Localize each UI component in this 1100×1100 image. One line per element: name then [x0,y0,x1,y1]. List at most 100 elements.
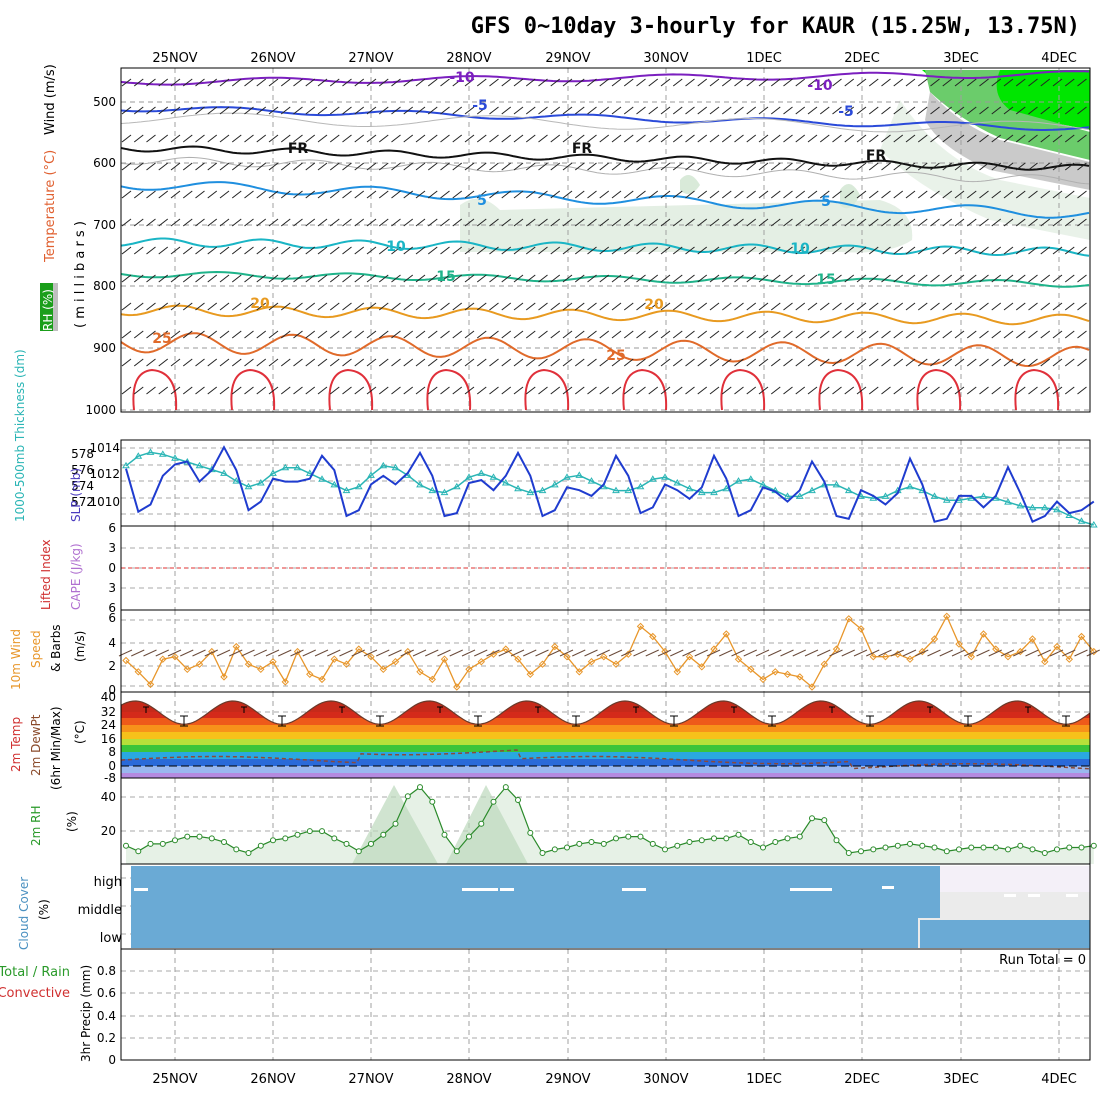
wind-barb [991,134,1002,143]
wind-barb [317,106,328,115]
wind-barb [1040,274,1051,283]
wind-barb [844,190,855,199]
wind-barb [268,218,279,227]
wind-barb [342,358,352,367]
wind10-barb [670,649,684,657]
wind-barb [219,274,230,283]
wind10-barb [363,649,378,657]
wind-barb [231,302,242,311]
thickness-point [122,461,130,469]
wind-barb [587,330,597,339]
wind-barb [501,274,512,283]
wind-speed-point [734,655,743,663]
y-tick-label: 0 [108,561,116,575]
wind10-barb [1074,649,1088,657]
wind10-barb [1086,649,1100,657]
wind-barb [832,274,842,283]
wind-barb [807,386,818,395]
wind-barb [366,134,377,143]
contour-label: 5 [477,193,487,209]
wind-barb [599,190,610,199]
wind10-barb [1000,649,1015,657]
wind-barb [942,190,953,199]
wind-barb [329,358,340,367]
wind-speed-point [318,675,326,684]
wind-barb [844,386,855,395]
wind-speed-point [281,678,290,686]
wind-barb [966,78,977,87]
wind10-barb [731,649,745,657]
thickness-point [685,484,694,492]
wind10-barb [461,649,476,657]
wind-barb [734,162,744,171]
wind-speed-point [551,642,559,651]
wind-barb [464,302,475,311]
wind-barb [611,358,622,367]
wind-barb [268,302,279,311]
wind-barb [856,162,867,171]
wind-barb [856,134,867,143]
wind-barb [942,218,953,227]
wind-barb [513,386,524,395]
wind-barb [195,78,205,87]
wind-barb [305,134,316,143]
top-date-label: 2DEC [844,51,880,66]
wind-barb [256,302,267,311]
wind-barb [770,162,781,171]
wind-speed-line [125,614,1095,689]
wind-barb [133,218,144,227]
wind-barb [317,134,328,143]
wind-barb [293,330,303,339]
wind-barb [550,134,561,143]
wind-barb [391,134,401,143]
temp-minmax-bracket [633,706,639,713]
wind-barb [1064,106,1075,115]
wind-barb [182,386,193,395]
wind-barb [734,386,744,395]
wind10-barb [988,649,1002,657]
wind-barb [1015,274,1026,283]
wind-barb [942,162,953,171]
wind-barb [231,330,242,339]
wind-barb [476,302,487,311]
wind10-barb [229,649,243,657]
wind-barb [562,386,573,395]
wind-barb [868,162,879,171]
wind-barb [280,302,291,311]
wind10-label-a: 10m Wind [9,629,23,690]
wind-barb [905,106,916,115]
wind10-barb [216,649,231,657]
wind-barb [942,106,953,115]
wind-barb [464,330,475,339]
contour-label: 15 [436,269,455,285]
rh2m-point [674,842,681,849]
wind10-barb [633,649,647,657]
wind-barb [427,358,438,367]
wind-barb [783,218,793,227]
wind-barb [525,134,536,143]
wind-barb [758,330,769,339]
wind10-barb [817,649,831,657]
temp-minmax-bracket [376,715,384,727]
y-axis-ticks: 5006007008009001000578576574572101410121… [71,95,120,1067]
y-tick-label: 6 [108,601,116,615]
wind-barb [893,330,904,339]
temp2m-bands [121,700,1090,778]
wind-barb [636,218,646,227]
wind-barb [133,330,144,339]
wind-barb [207,78,218,87]
thickness-point [293,463,302,471]
thickness-point [734,477,743,484]
wind-barb [1064,78,1075,87]
wind-barb [525,246,536,255]
wind-barb [611,246,622,255]
rh2m-point [1054,846,1060,853]
precip-frame [120,948,1091,1061]
wind10-barb [866,649,880,657]
y-tick-label: 0.8 [97,964,116,978]
wind-barb [342,386,352,395]
wind-barb [979,106,989,115]
wind-barb [244,218,254,227]
rh2m-point [282,835,289,842]
wind-barb [611,330,622,339]
